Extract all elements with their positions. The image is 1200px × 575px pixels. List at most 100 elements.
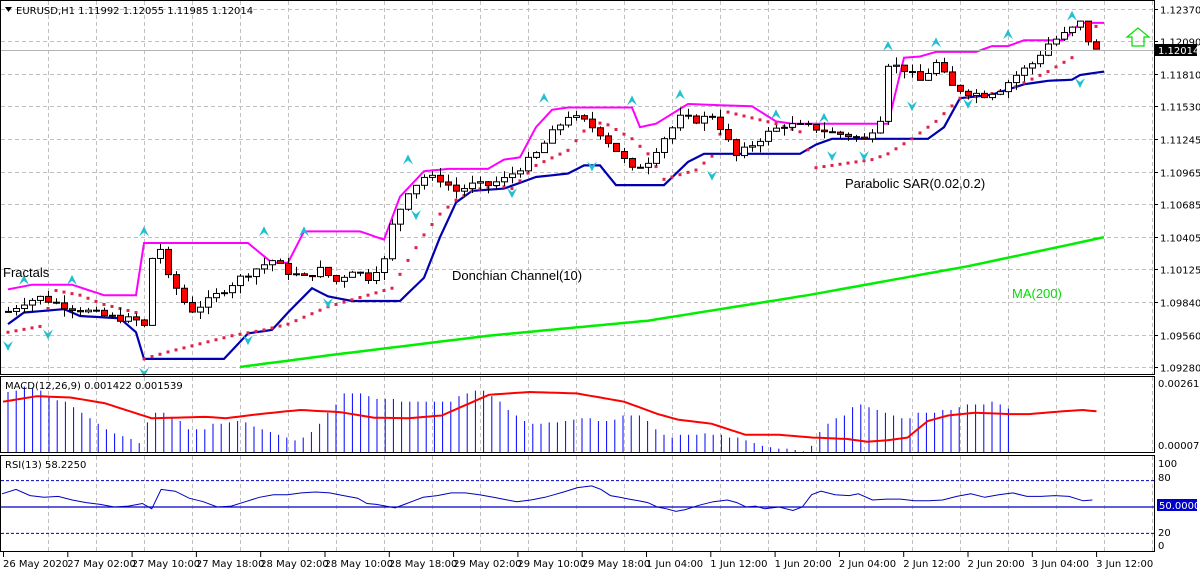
candle[interactable] (261, 264, 268, 270)
candle[interactable] (797, 122, 804, 125)
candle[interactable] (1061, 32, 1068, 40)
candle[interactable] (1005, 82, 1012, 93)
candle[interactable] (381, 258, 388, 274)
candle[interactable] (77, 310, 84, 313)
candle[interactable] (61, 302, 68, 310)
candle[interactable] (1021, 67, 1028, 76)
candle[interactable] (1029, 63, 1036, 69)
candle[interactable] (221, 292, 228, 295)
candle[interactable] (333, 275, 340, 282)
candle[interactable] (917, 71, 924, 81)
candle[interactable] (1037, 54, 1044, 65)
candle[interactable] (885, 65, 892, 122)
candle[interactable] (133, 316, 140, 321)
candle[interactable] (389, 223, 396, 260)
candle[interactable] (557, 124, 564, 131)
candle[interactable] (125, 316, 132, 322)
candle[interactable] (509, 173, 516, 179)
candle[interactable] (341, 276, 348, 282)
candle[interactable] (29, 299, 36, 306)
candle[interactable] (877, 120, 884, 134)
candle[interactable] (149, 257, 156, 326)
candle[interactable] (53, 301, 60, 304)
candle[interactable] (629, 158, 636, 168)
candle[interactable] (501, 177, 508, 183)
candle[interactable] (893, 64, 900, 67)
candle[interactable] (829, 131, 836, 134)
candle[interactable] (229, 285, 236, 294)
candle[interactable] (805, 122, 812, 125)
candle[interactable] (469, 182, 476, 190)
candle[interactable] (21, 304, 28, 310)
candle[interactable] (741, 146, 748, 157)
candle[interactable] (445, 181, 452, 186)
candle[interactable] (525, 156, 532, 172)
candle[interactable] (141, 319, 148, 326)
candle[interactable] (581, 115, 588, 120)
candle[interactable] (925, 72, 932, 81)
candle[interactable] (189, 301, 196, 313)
candle[interactable] (93, 309, 100, 312)
candle[interactable] (981, 92, 988, 99)
candle[interactable] (733, 139, 740, 157)
candle[interactable] (205, 297, 212, 308)
candle[interactable] (765, 130, 772, 142)
candle[interactable] (309, 274, 316, 278)
candle[interactable] (317, 266, 324, 278)
candle[interactable] (837, 131, 844, 135)
candle[interactable] (621, 151, 628, 160)
candle[interactable] (37, 295, 44, 301)
candle[interactable] (717, 116, 724, 131)
candle[interactable] (933, 62, 940, 74)
candle[interactable] (669, 127, 676, 140)
candle[interactable] (349, 271, 356, 278)
candle[interactable] (157, 248, 164, 259)
candle[interactable] (237, 275, 244, 287)
candle[interactable] (13, 308, 20, 312)
candle[interactable] (677, 114, 684, 129)
candle[interactable] (1077, 20, 1084, 28)
candlesticks[interactable] (5, 20, 1100, 328)
candle[interactable] (789, 123, 796, 128)
candle[interactable] (549, 129, 556, 144)
candle[interactable] (117, 314, 124, 322)
candle[interactable] (301, 273, 308, 276)
candle[interactable] (253, 268, 260, 278)
candle[interactable] (541, 142, 548, 154)
candle[interactable] (533, 152, 540, 158)
candle[interactable] (213, 292, 220, 299)
candle[interactable] (661, 138, 668, 153)
candle[interactable] (269, 260, 276, 266)
candle[interactable] (941, 62, 948, 73)
candle[interactable] (277, 260, 284, 264)
candle[interactable] (989, 93, 996, 99)
candle[interactable] (773, 127, 780, 132)
candle[interactable] (997, 91, 1004, 95)
candle[interactable] (1045, 43, 1052, 56)
candle[interactable] (693, 115, 700, 124)
candle[interactable] (613, 142, 620, 153)
candle[interactable] (365, 272, 372, 282)
candle[interactable] (781, 126, 788, 129)
candle[interactable] (165, 248, 172, 276)
candle[interactable] (373, 272, 380, 282)
candle[interactable] (813, 123, 820, 131)
candle[interactable] (101, 309, 108, 317)
candle[interactable] (5, 310, 12, 313)
candle[interactable] (461, 188, 468, 192)
candle[interactable] (69, 308, 76, 312)
candle[interactable] (909, 71, 916, 74)
candle[interactable] (1069, 26, 1076, 34)
candle[interactable] (845, 133, 852, 138)
candle[interactable] (1013, 74, 1020, 84)
candle[interactable] (573, 115, 580, 118)
candle[interactable] (589, 118, 596, 129)
candle[interactable] (477, 181, 484, 184)
collapse-triangle-icon[interactable] (5, 7, 12, 12)
candle[interactable] (45, 295, 52, 303)
candle[interactable] (709, 115, 716, 118)
candle[interactable] (1093, 41, 1100, 50)
candle[interactable] (405, 193, 412, 210)
candle[interactable] (197, 306, 204, 313)
